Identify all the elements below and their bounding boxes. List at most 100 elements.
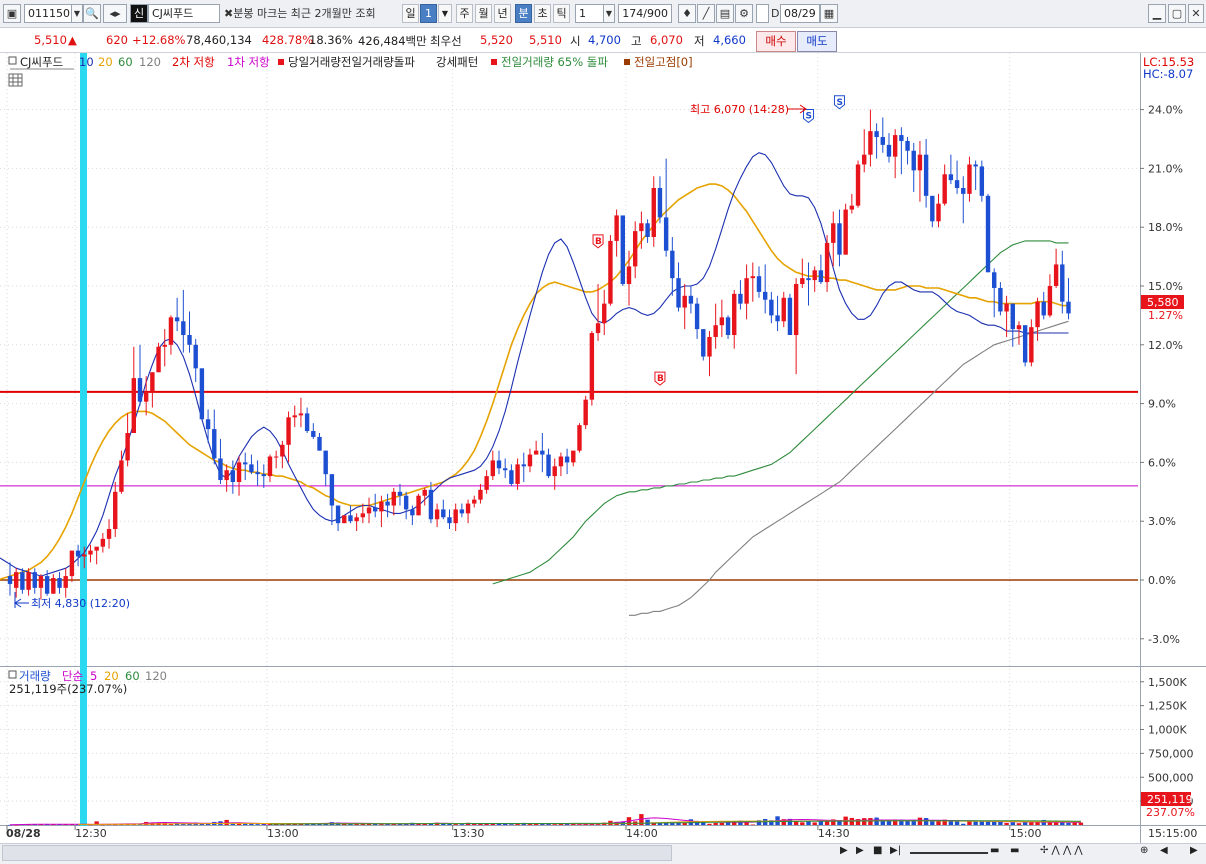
date-field[interactable]: 08/29	[780, 4, 820, 23]
period-year-button[interactable]: 년	[494, 4, 511, 23]
volume-bar	[540, 823, 545, 825]
legend-prev-high: 전일고점[0]	[634, 55, 693, 69]
interval-value-field[interactable]: 1	[575, 4, 605, 23]
price-chart[interactable]: B B S S 24.0% 21.0% 18.0% 15.0% 12.0% 9.0% 6.0% 3.…	[0, 53, 1206, 843]
volume-bar	[459, 824, 465, 825]
candle-body	[212, 429, 217, 459]
candle-body	[626, 266, 632, 285]
zoom-slider[interactable]	[910, 852, 988, 854]
bar-count-field[interactable]: 174/900	[618, 4, 672, 23]
scroll-right-icon[interactable]: ▶	[840, 845, 848, 856]
search-icon[interactable]: 🔍	[83, 4, 101, 23]
candle-body	[899, 135, 904, 141]
selected-time-marker[interactable]	[80, 53, 87, 826]
period-minute-button[interactable]: 분	[515, 4, 532, 23]
stop-icon[interactable]: ■	[873, 845, 883, 856]
grid-toggle-lines	[9, 74, 22, 86]
best-ask: 5,520	[480, 33, 513, 47]
period-unit-button[interactable]: 1	[420, 4, 437, 23]
vol-legend-kind: 단순	[62, 669, 83, 683]
period-day-button[interactable]: 일	[402, 4, 419, 23]
candle-body	[181, 321, 186, 335]
grid-toggle-icon[interactable]	[8, 73, 23, 87]
volume-bar	[595, 824, 601, 825]
signal-label: S	[806, 111, 812, 121]
unit-dropdown-icon[interactable]: ▼	[438, 4, 452, 23]
interval-dropdown-icon[interactable]: ▼	[603, 4, 615, 23]
candle-body	[546, 454, 551, 477]
candle-body	[428, 489, 434, 520]
d-checkbox[interactable]	[756, 4, 769, 23]
x-tick-label: 13:30	[453, 827, 485, 840]
save-icon[interactable]: ▤	[716, 4, 734, 23]
close-icon[interactable]: ✕	[1188, 4, 1204, 23]
volume-bar	[571, 823, 576, 825]
d-label: D	[771, 7, 780, 20]
volume-bar	[113, 824, 118, 826]
volume-bar	[954, 820, 960, 825]
nav-left-icon[interactable]: ◀	[1160, 845, 1168, 856]
tool-icons[interactable]: ✢ ⋀ ⋀ ⋀	[1040, 845, 1083, 856]
code-dropdown-icon[interactable]: ▼	[71, 4, 83, 23]
candle-body	[509, 470, 514, 484]
sell-button[interactable]: 매도	[797, 31, 837, 52]
draw-line-icon[interactable]: ╱	[697, 4, 715, 23]
settings-icon[interactable]: ⚙	[735, 4, 753, 23]
level-lines	[0, 390, 1138, 581]
tool-more-icon[interactable]: ⊕	[1140, 845, 1149, 856]
candle-body	[323, 450, 328, 475]
volume-bar	[100, 824, 106, 826]
window-icon[interactable]: ▣	[3, 4, 21, 23]
signals: B B S S	[592, 95, 845, 386]
signal-marker	[592, 234, 604, 249]
volume-bar	[558, 823, 564, 825]
candle-body	[614, 215, 619, 241]
candle-body	[1035, 301, 1040, 328]
volume-bar	[936, 821, 941, 825]
candle-body	[366, 507, 372, 514]
period-week-button[interactable]: 주	[456, 4, 473, 23]
candle-body	[880, 137, 885, 145]
price-plot-area	[0, 53, 1140, 665]
nav-right-icon[interactable]: ▶	[1190, 845, 1198, 856]
period-month-button[interactable]: 월	[475, 4, 492, 23]
volume-bar	[800, 822, 805, 825]
stock-code-input[interactable]: 011150	[24, 4, 72, 23]
toolbar: ▣ 011150 ▼ 🔍 ◂▸ 신 CJ씨푸드 ✖분봉 마크는 최근 2개월만 …	[0, 0, 1206, 28]
vol-legend-box-icon	[8, 670, 17, 679]
volume-bar	[503, 823, 508, 825]
candle-body	[38, 576, 44, 588]
play-icon[interactable]: ▶	[856, 845, 864, 856]
candle-body	[75, 550, 81, 557]
zoom-in-icon[interactable]: ▬	[990, 845, 1000, 856]
signal-marker	[833, 95, 845, 110]
candle-body	[911, 150, 916, 171]
zoom-out-icon[interactable]: ▬	[1010, 845, 1020, 856]
period-tick-button[interactable]: 틱	[553, 4, 570, 23]
candle-body	[892, 135, 898, 157]
candle-body	[113, 491, 118, 530]
horizontal-scrollbar[interactable]	[2, 845, 672, 861]
minimize-icon[interactable]: ▁	[1148, 4, 1166, 23]
candle-body	[292, 415, 297, 418]
candle-body	[583, 399, 588, 426]
buy-button[interactable]: 매수	[756, 31, 796, 52]
volume-bar	[137, 824, 143, 825]
candle-body	[403, 495, 409, 510]
y-tick-label: 24.0%	[1148, 104, 1183, 117]
prev-next-icon[interactable]: ◂▸	[103, 4, 127, 23]
end-icon[interactable]: ▶|	[890, 845, 902, 856]
candle-body	[1022, 325, 1028, 363]
stock-name-field[interactable]: CJ씨푸드	[148, 4, 220, 23]
candle-type-icon[interactable]: ♦	[678, 4, 696, 23]
volume-bar	[750, 824, 755, 826]
candle-body	[868, 131, 873, 155]
volume-bar	[769, 820, 774, 825]
period-second-button[interactable]: 초	[534, 4, 551, 23]
volume-bar	[831, 819, 836, 825]
candle-body	[503, 468, 508, 471]
restore-icon[interactable]: ▢	[1168, 4, 1186, 23]
best-quote-label: 최우선	[430, 34, 462, 48]
volume-bar	[793, 821, 799, 825]
calendar-icon[interactable]: ▦	[820, 4, 838, 23]
